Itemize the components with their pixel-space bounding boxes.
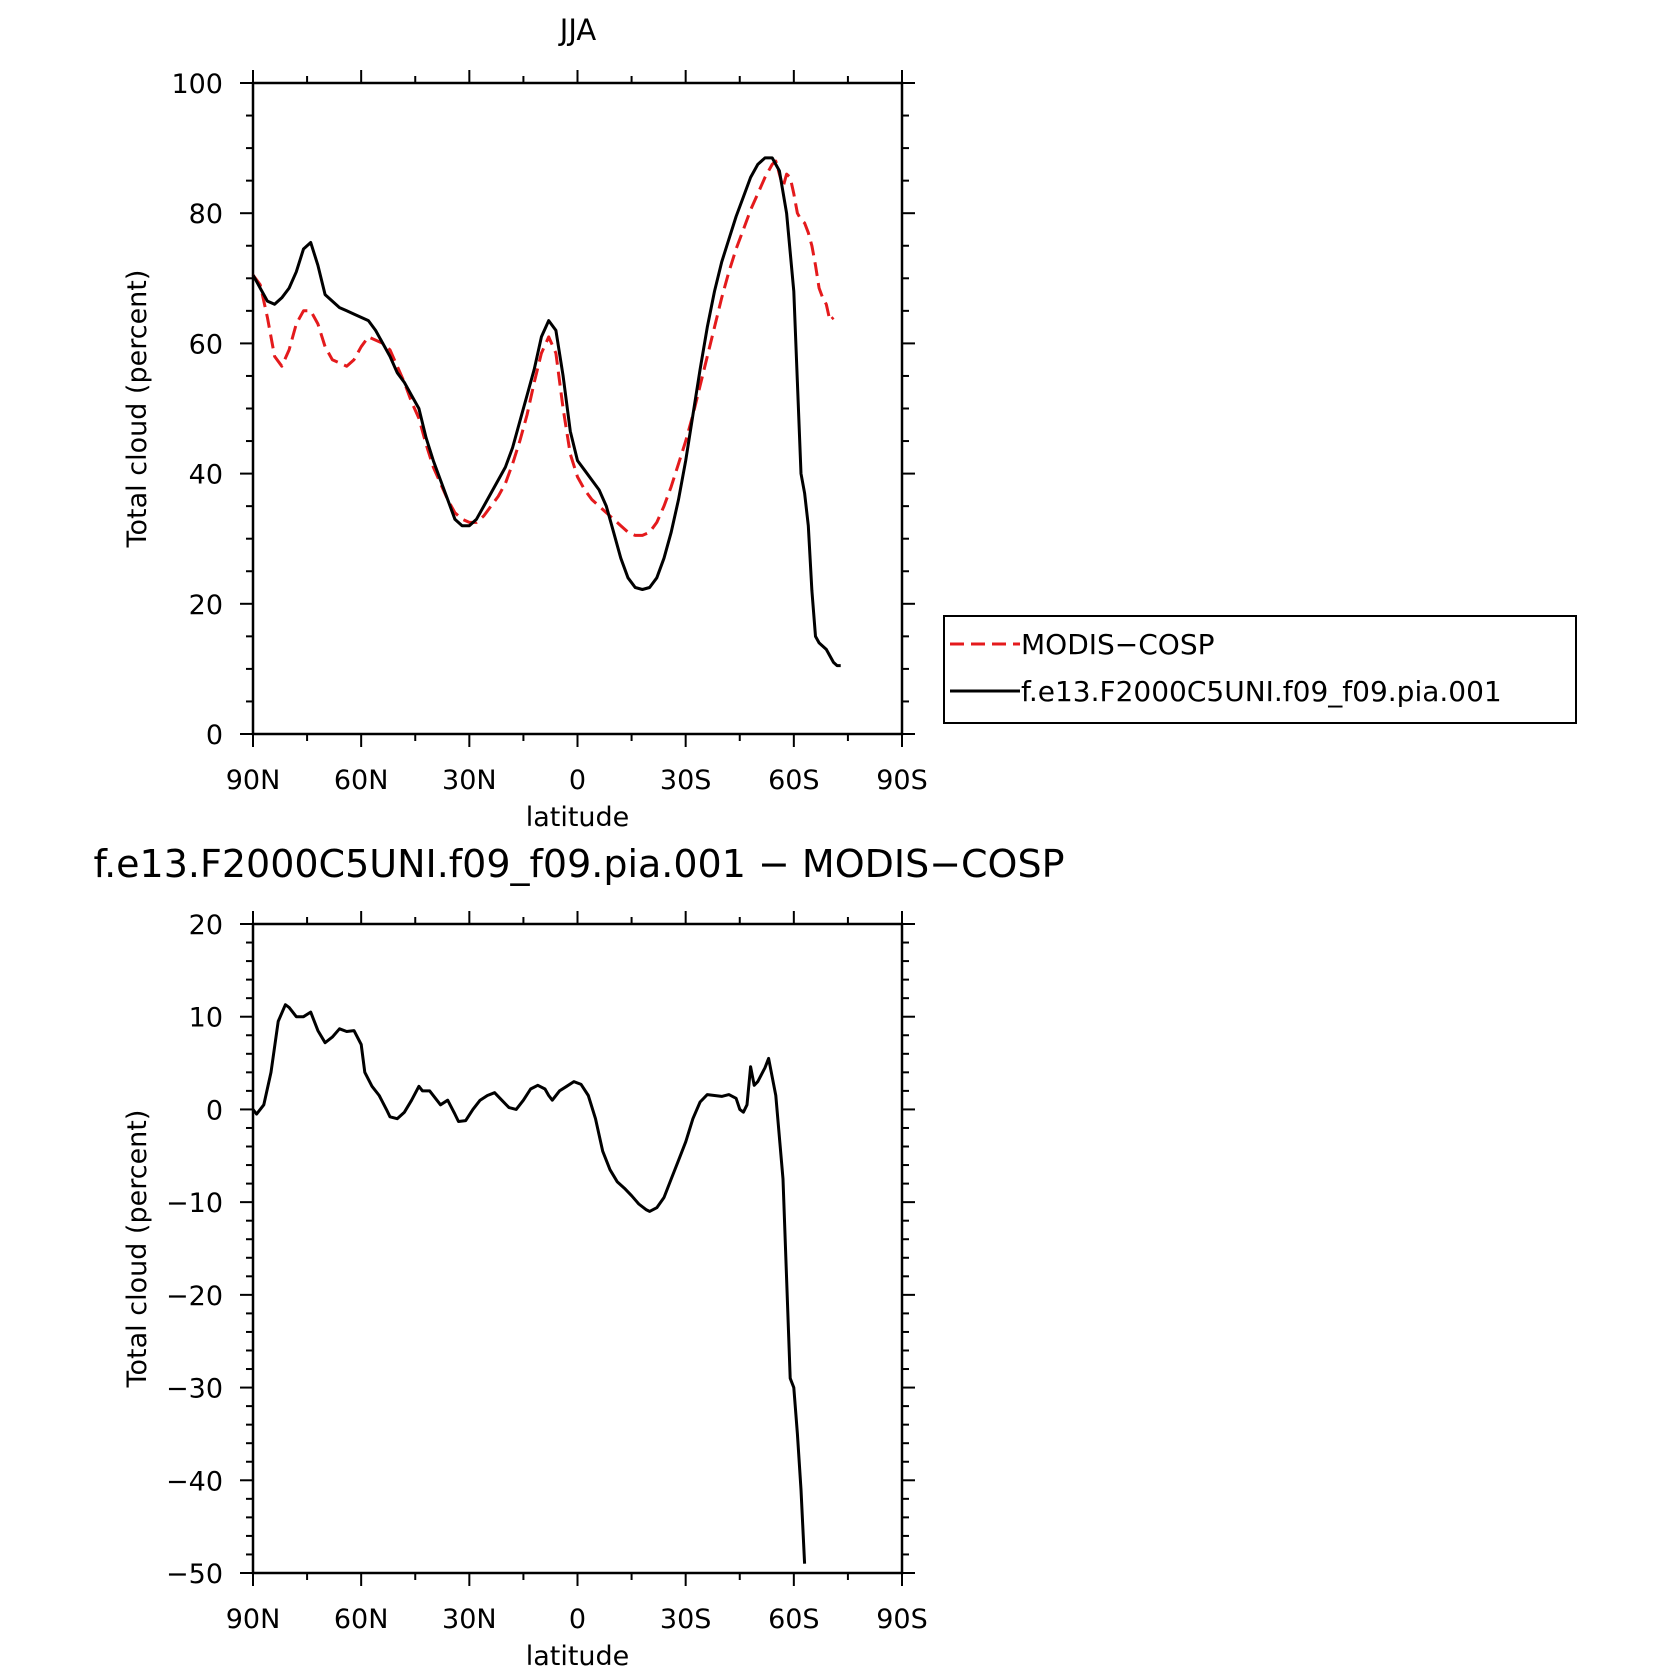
plot-frame xyxy=(251,81,904,736)
y-tick-label: −10 xyxy=(166,1188,223,1219)
y-tick-label: 100 xyxy=(171,69,223,100)
chart-title: JJA xyxy=(558,13,597,47)
x-tick-label: 90S xyxy=(876,1604,928,1635)
series-line-model xyxy=(251,1003,807,1564)
y-tick-label: −20 xyxy=(166,1281,223,1312)
x-tick-label: 60N xyxy=(334,1604,389,1635)
x-axis-label: latitude xyxy=(526,1641,630,1672)
y-tick-label: 10 xyxy=(189,1003,223,1034)
y-tick-label: 20 xyxy=(189,590,223,621)
x-tick-label: 60N xyxy=(334,765,389,796)
legend-label: MODIS−COSP xyxy=(1021,628,1215,661)
y-tick-label: 60 xyxy=(189,329,223,360)
y-tick-label: −50 xyxy=(166,1559,223,1590)
top-panel-jja: 90N 60N 30N 0 30S 60S 90S 0 20 40 60 80 100 JJA latitu… xyxy=(122,13,1577,833)
y-tick-label: 0 xyxy=(206,1095,223,1126)
y-tick-label: −40 xyxy=(166,1466,223,1497)
plot-frame xyxy=(251,922,904,1575)
chart-title: f.e13.F2000C5UNI.f09_f09.pia.001 − MODIS… xyxy=(93,842,1064,886)
x-tick-label: 90N xyxy=(226,1604,281,1635)
x-tick-label: 30N xyxy=(442,765,497,796)
y-tick-label: −30 xyxy=(166,1374,223,1405)
x-tick-label: 30S xyxy=(660,765,712,796)
x-tick-label: 60S xyxy=(768,1604,820,1635)
y-tick-label: 40 xyxy=(189,460,223,491)
legend-box xyxy=(943,615,1577,724)
y-tick-label: 20 xyxy=(189,910,223,941)
x-tick-label: 60S xyxy=(768,765,820,796)
legend-label: f.e13.F2000C5UNI.f09_f09.pia.001 xyxy=(1021,675,1502,708)
x-tick-label: 0 xyxy=(569,1604,586,1635)
bottom-panel-difference: 90N 60N 30N 0 30S 60S 90S −50 −40 −30 −20 −10 0 10 20 f… xyxy=(93,842,1064,1672)
x-tick-label: 90S xyxy=(876,765,928,796)
y-axis-label: Total cloud (percent) xyxy=(122,1110,153,1389)
y-tick-label: 80 xyxy=(189,199,223,230)
x-tick-label: 90N xyxy=(226,765,281,796)
x-tick-label: 30S xyxy=(660,1604,712,1635)
y-axis-label: Total cloud (percent) xyxy=(122,270,153,549)
series-line-modis-cosp xyxy=(251,159,835,537)
y-tick-label: 0 xyxy=(206,720,223,751)
x-axis-label: latitude xyxy=(526,802,630,833)
x-tick-label: 30N xyxy=(442,1604,497,1635)
x-tick-label: 0 xyxy=(569,765,586,796)
series-line-model xyxy=(251,156,841,668)
